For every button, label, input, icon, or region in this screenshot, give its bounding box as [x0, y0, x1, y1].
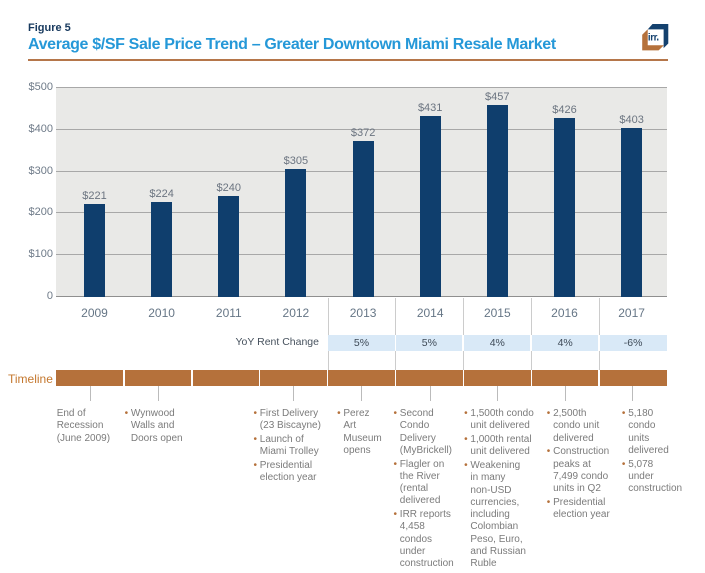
- svg-text:irr.: irr.: [648, 33, 659, 44]
